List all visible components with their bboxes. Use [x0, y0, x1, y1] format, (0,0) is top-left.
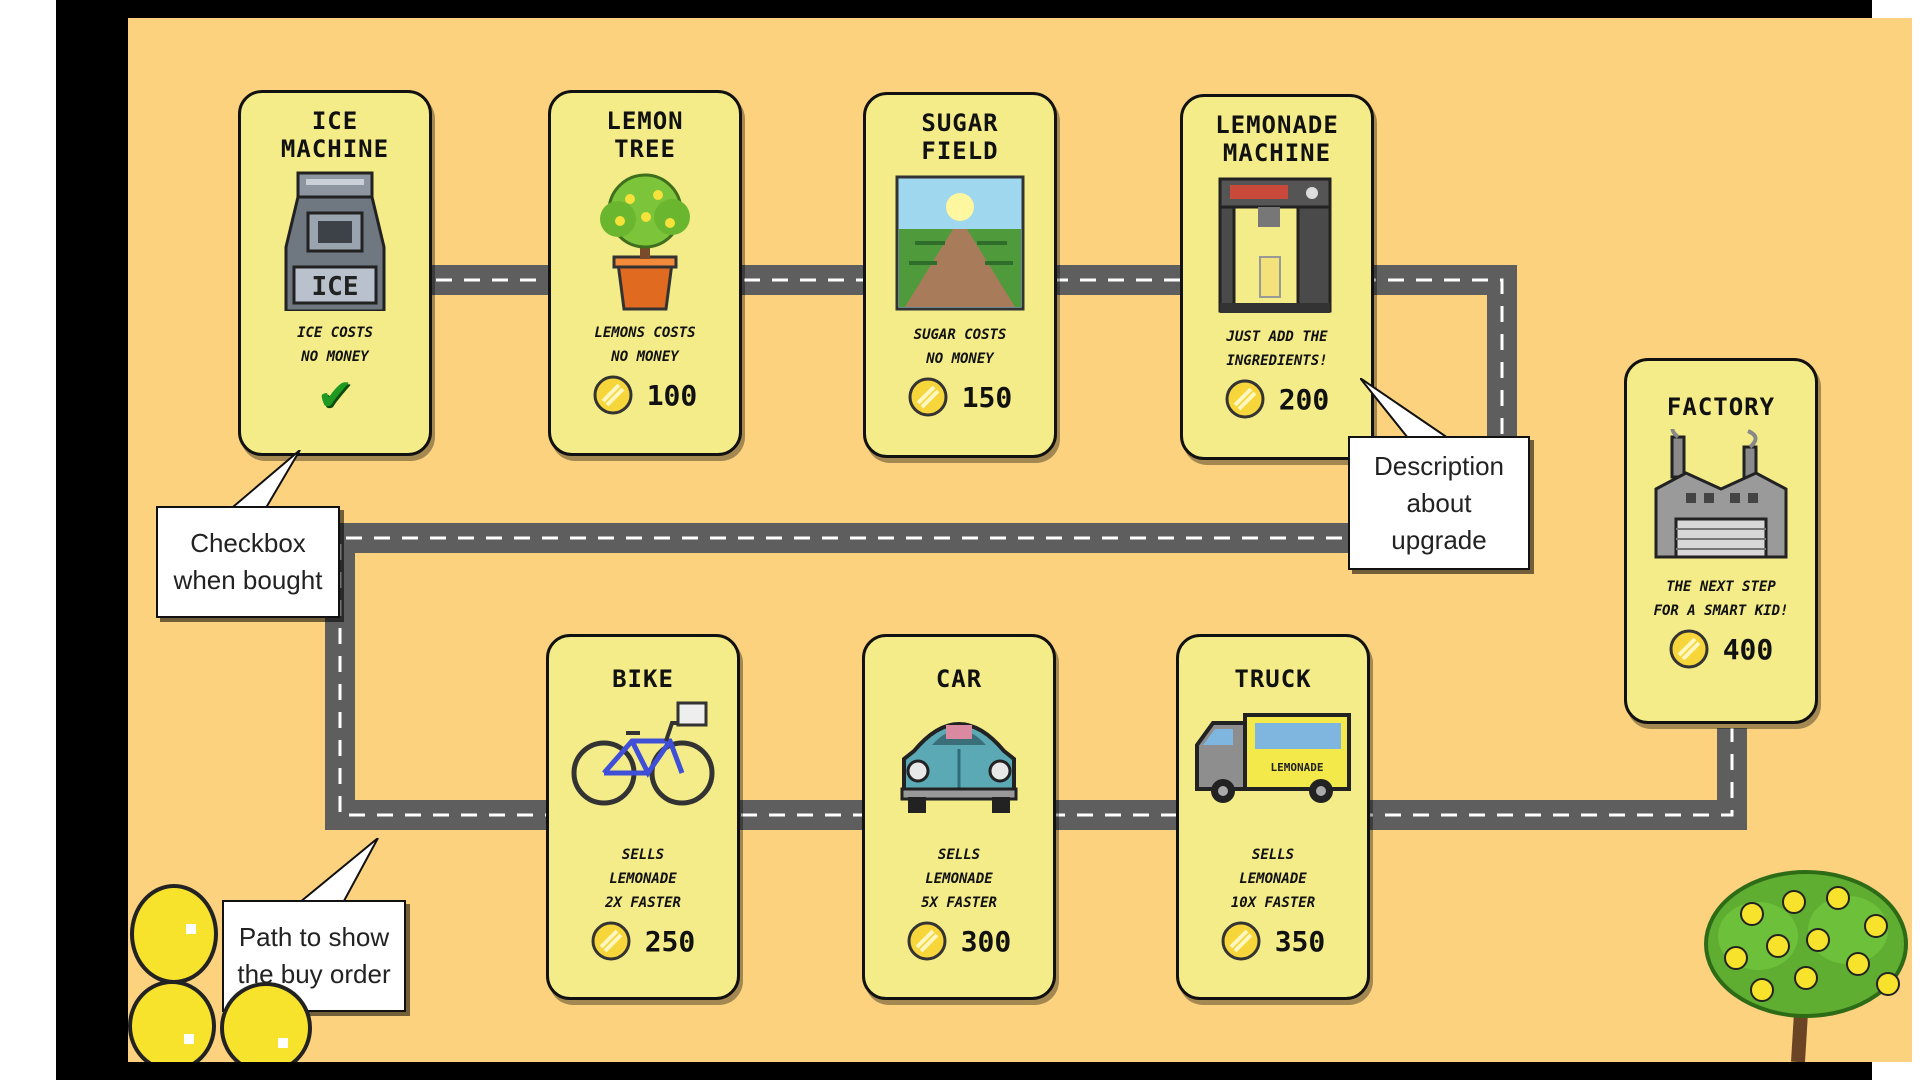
price-value: 400 [1722, 632, 1774, 666]
price-value: 150 [961, 380, 1013, 414]
upgrade-card-truck[interactable]: TRUCK LEMONADE SELLS LEMONADE 10X FASTER… [1176, 634, 1370, 1000]
upgrade-price[interactable]: 400 [1627, 629, 1815, 669]
coin-icon [1221, 921, 1261, 961]
upgrade-title: BIKE [612, 665, 674, 693]
callout-checkbox: Checkbox when bought [156, 506, 340, 618]
coin-icon [593, 375, 633, 415]
price-value: 100 [646, 378, 698, 412]
price-value: 200 [1278, 382, 1330, 416]
upgrade-price[interactable]: 350 [1179, 921, 1367, 961]
upgrade-title: LEMONADE MACHINE [1215, 111, 1339, 167]
upgrade-board: ICE MACHINE ICE ICE COSTS NO MONEY ✔ LEM… [128, 18, 1912, 1062]
upgrade-card-ice-machine[interactable]: ICE MACHINE ICE ICE COSTS NO MONEY ✔ [238, 90, 432, 456]
upgrade-card-sugar-field[interactable]: SUGAR FIELD SUGAR COSTS NO MONEY 150 [863, 92, 1057, 458]
upgrade-description: SUGAR COSTS NO MONEY [913, 327, 1007, 367]
lemon-tree-decoration [1704, 870, 1908, 1062]
upgrade-title: CAR [935, 665, 983, 693]
ice-machine-icon: ICE [260, 171, 410, 313]
truck-label: LEMONADE [1271, 761, 1324, 774]
factory-icon [1646, 421, 1796, 559]
upgrade-description: SELLS LEMONADE 5X FASTER [921, 847, 997, 911]
coin-icon [1669, 629, 1709, 669]
lemons-decoration [128, 884, 312, 1062]
upgrade-description: SELLS LEMONADE 2X FASTER [605, 847, 681, 911]
upgrade-price[interactable]: 200 [1183, 379, 1371, 419]
upgrade-price[interactable]: 300 [865, 921, 1053, 961]
callout-description: Description about upgrade [1348, 436, 1530, 570]
upgrade-description: LEMONS COSTS NO MONEY [594, 325, 696, 365]
car-icon [884, 701, 1034, 821]
coin-icon [908, 377, 948, 417]
coin-icon [591, 921, 631, 961]
upgrade-title: LEMON TREE [606, 107, 684, 163]
upgrade-description: THE NEXT STEP FOR A SMART KID! [1653, 579, 1789, 619]
lemon-tree-icon [570, 171, 720, 311]
buy-order-path [325, 265, 1747, 830]
bike-icon [568, 701, 718, 821]
price-value: 350 [1274, 924, 1326, 958]
upgrade-card-car[interactable]: CAR SELLS LEMONADE 5X FASTER 300 [862, 634, 1056, 1000]
lemonade-machine-icon [1202, 175, 1352, 315]
checkmark-icon: ✔ [316, 370, 354, 421]
upgrade-title: FACTORY [1666, 393, 1776, 421]
upgrade-card-lemon-tree[interactable]: LEMON TREE LEMONS COSTS NO MONEY 100 [548, 90, 742, 456]
upgrade-description: ICE COSTS NO MONEY [297, 325, 373, 365]
truck-icon: LEMONADE [1195, 701, 1351, 821]
upgrade-price[interactable]: 150 [866, 377, 1054, 417]
coin-icon [907, 921, 947, 961]
game-frame: ICE MACHINE ICE ICE COSTS NO MONEY ✔ LEM… [56, 0, 1912, 1080]
upgrade-description: SELLS LEMONADE 10X FASTER [1230, 847, 1316, 911]
price-value: 300 [960, 924, 1012, 958]
upgrade-description: JUST ADD THE INGREDIENTS! [1226, 329, 1328, 369]
upgrade-price[interactable]: 100 [551, 375, 739, 415]
upgrade-card-bike[interactable]: BIKE SELLS LEMONADE 2X FASTER 250 [546, 634, 740, 1000]
upgrade-card-lemonade-machine[interactable]: LEMONADE MACHINE JUST ADD THE INGREDIENT… [1180, 94, 1374, 460]
upgrade-title: TRUCK [1234, 665, 1312, 693]
ice-label: ICE [312, 272, 359, 302]
price-value: 250 [644, 924, 696, 958]
upgrade-title: SUGAR FIELD [921, 109, 999, 165]
coin-icon [1225, 379, 1265, 419]
upgrade-card-factory[interactable]: FACTORY THE NEXT STEP FOR A SMART KID! 4… [1624, 358, 1818, 724]
upgrade-price[interactable]: 250 [549, 921, 737, 961]
upgrade-title: ICE MACHINE [280, 107, 390, 163]
sugar-field-icon [885, 173, 1035, 313]
